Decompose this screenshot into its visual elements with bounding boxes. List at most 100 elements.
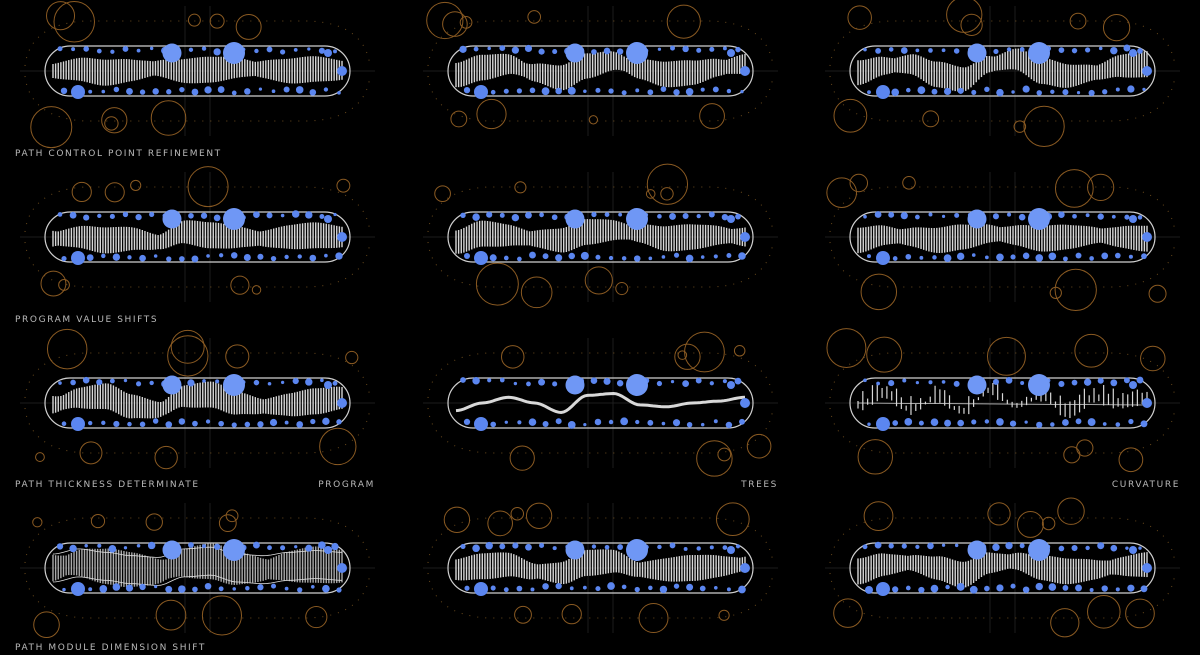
node	[529, 251, 536, 259]
focal-node	[1028, 208, 1050, 230]
node	[503, 587, 509, 593]
node	[213, 48, 221, 56]
node	[682, 380, 689, 387]
node	[992, 213, 999, 220]
node	[269, 418, 278, 427]
node	[82, 376, 90, 384]
node	[734, 377, 742, 385]
node	[487, 378, 492, 383]
focal-node	[223, 42, 245, 64]
context-ring	[1125, 598, 1155, 629]
column-label-curvature: CURVATURE	[1111, 480, 1180, 490]
node	[460, 212, 466, 219]
context-ring	[860, 273, 898, 311]
node	[139, 254, 146, 262]
context-arc	[427, 352, 774, 399]
node	[670, 45, 675, 51]
focal-node	[1142, 398, 1152, 408]
node	[459, 45, 467, 53]
panel-r2-c2	[423, 163, 778, 309]
context-ring	[1069, 12, 1087, 30]
focal-node	[740, 563, 750, 573]
node	[517, 256, 522, 262]
context-ring	[501, 345, 525, 369]
node	[205, 419, 211, 424]
node	[722, 545, 728, 550]
node	[927, 542, 934, 550]
node	[1036, 90, 1042, 96]
path-frame	[44, 211, 351, 263]
node	[930, 418, 939, 426]
node	[165, 421, 173, 428]
node	[57, 212, 63, 217]
context-ring	[487, 510, 513, 537]
focal-node	[565, 540, 585, 560]
node	[253, 379, 260, 386]
node	[1035, 582, 1043, 591]
focal-node	[626, 539, 648, 561]
node	[735, 544, 741, 549]
node	[122, 211, 129, 218]
context-ring	[150, 100, 187, 136]
context-ring	[46, 1, 76, 31]
context-ring	[450, 110, 468, 128]
node	[582, 585, 587, 590]
focal-node	[71, 582, 85, 596]
node	[517, 420, 522, 425]
context-ring	[826, 328, 867, 368]
node	[1048, 583, 1057, 591]
node	[320, 378, 324, 383]
node	[1136, 376, 1144, 384]
node	[296, 421, 304, 428]
node	[542, 583, 549, 590]
node	[139, 583, 146, 591]
node	[499, 377, 505, 383]
focal-node	[474, 582, 488, 596]
node	[865, 585, 873, 594]
node	[915, 214, 920, 220]
node	[902, 378, 907, 383]
context-ring	[1057, 497, 1085, 525]
context-ring	[833, 598, 863, 628]
context-ring	[225, 344, 250, 369]
node	[1101, 252, 1109, 260]
node	[1125, 546, 1129, 550]
node	[971, 419, 977, 425]
context-ring	[443, 506, 471, 533]
node	[957, 419, 964, 427]
node	[1137, 48, 1143, 54]
node	[618, 212, 623, 217]
node	[252, 541, 260, 549]
node	[621, 90, 627, 96]
node	[1072, 213, 1077, 219]
node	[941, 214, 946, 218]
context-ring	[987, 336, 1026, 376]
focal-node	[71, 251, 85, 265]
panel-r3-c3	[825, 328, 1180, 475]
node	[608, 419, 614, 425]
node	[463, 86, 471, 94]
focal-node	[337, 232, 347, 242]
node	[1115, 422, 1121, 427]
node	[1006, 47, 1012, 52]
node	[996, 584, 1004, 592]
node	[96, 379, 103, 386]
node	[529, 87, 536, 94]
node	[109, 213, 115, 220]
node	[154, 584, 158, 589]
focal-node	[565, 209, 585, 229]
focal-node	[967, 540, 987, 560]
node	[69, 211, 77, 219]
context-ring	[30, 106, 73, 149]
node	[1062, 89, 1069, 96]
node	[1137, 215, 1143, 220]
node	[1020, 380, 1025, 385]
node	[309, 89, 317, 96]
context-ring	[251, 285, 262, 295]
node	[109, 378, 115, 384]
node	[696, 546, 701, 551]
node	[243, 253, 251, 261]
context-ring	[684, 331, 725, 373]
node	[683, 547, 688, 551]
node	[648, 256, 653, 261]
